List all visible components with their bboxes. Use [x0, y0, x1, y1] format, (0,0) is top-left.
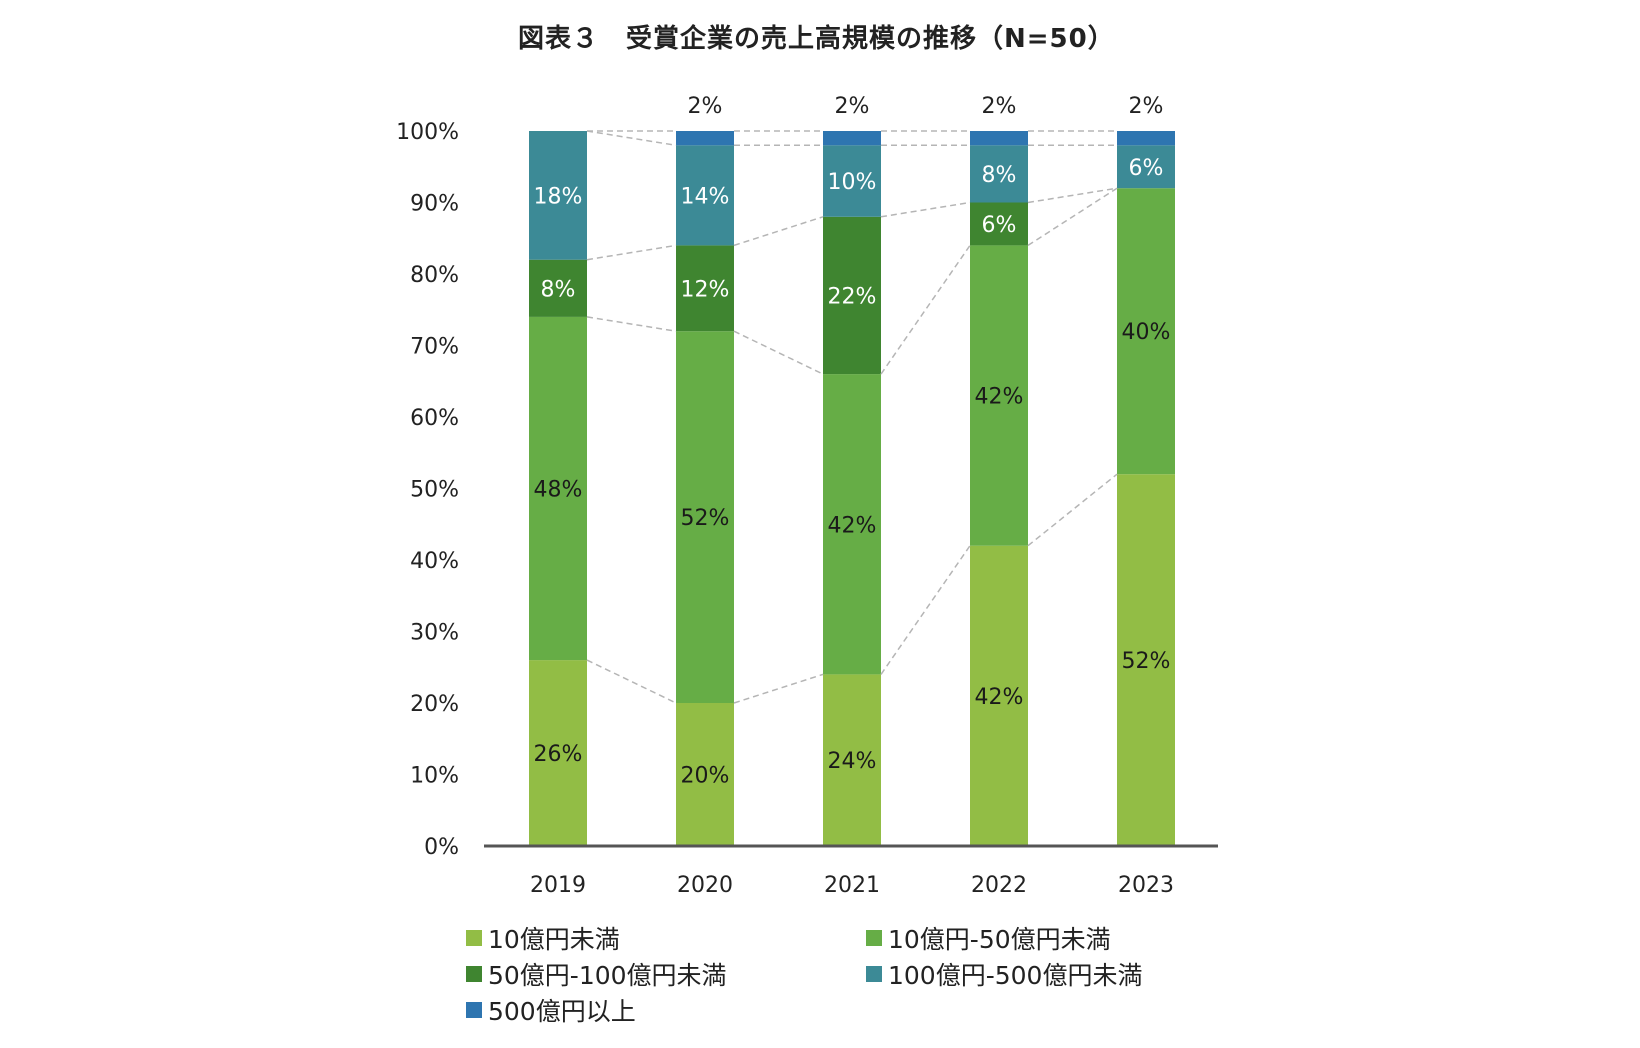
bar-segment: [823, 145, 881, 217]
data-label: 42%: [975, 685, 1024, 710]
y-tick-label: 90%: [410, 192, 459, 217]
bar-segment: [529, 660, 587, 846]
x-tick-label: 2021: [824, 873, 880, 898]
y-tick-label: 20%: [410, 692, 459, 717]
data-label: 48%: [534, 478, 583, 503]
bar-segment: [1117, 188, 1175, 475]
bar-segment: [970, 202, 1028, 246]
bar-segment: [529, 316, 587, 661]
legend-label: 10億円未満: [488, 925, 620, 954]
bar-segment: [823, 216, 881, 375]
bar-segment: [529, 259, 587, 317]
bar-segment: [823, 674, 881, 846]
legend-swatch: [866, 930, 882, 946]
chart-title: 図表３ 受賞企業の売上高規模の推移（N=50）: [518, 24, 1115, 54]
bar-segment: [1117, 474, 1175, 846]
data-label: 2%: [1129, 94, 1164, 119]
data-label: 10%: [828, 170, 877, 195]
x-tick-label: 2023: [1118, 873, 1174, 898]
legend-item-1b-5b: 10億円-50億円未満: [866, 920, 1111, 956]
data-label: 2%: [688, 94, 723, 119]
data-label: 6%: [1129, 156, 1164, 181]
data-label: 42%: [975, 385, 1024, 410]
data-label: 26%: [534, 742, 583, 767]
bar-segment: [823, 131, 881, 146]
bar-segment: [529, 131, 587, 260]
connector-line: [586, 244, 677, 261]
legend-swatch: [466, 966, 482, 982]
y-tick-label: 60%: [410, 406, 459, 431]
connector-line: [733, 330, 824, 375]
legend-label: 500億円以上: [488, 997, 636, 1026]
connector-line: [586, 130, 677, 147]
data-label: 8%: [541, 277, 576, 302]
y-tick-label: 40%: [410, 549, 459, 574]
data-label: 12%: [681, 277, 730, 302]
y-tick-label: 80%: [410, 263, 459, 288]
y-tick-label: 70%: [410, 335, 459, 360]
data-label: 2%: [982, 94, 1017, 119]
connector-line: [586, 659, 677, 704]
y-tick-label: 0%: [424, 835, 459, 860]
bar-segment: [676, 131, 734, 146]
legend-item-10b-50b: 100億円-500億円未満: [866, 956, 1142, 992]
bar-segment: [676, 245, 734, 332]
data-label: 18%: [534, 184, 583, 209]
bar-segment: [823, 374, 881, 675]
connector-line: [1027, 187, 1118, 247]
bar-segment: [1117, 131, 1175, 146]
bar-segment: [676, 703, 734, 846]
connector-line: [880, 244, 971, 375]
x-tick-label: 2022: [971, 873, 1027, 898]
legend-label: 10億円-50億円未満: [888, 925, 1111, 954]
data-label: 2%: [835, 94, 870, 119]
y-tick-label: 10%: [410, 764, 459, 789]
legend-swatch: [466, 1002, 482, 1018]
bar-segment: [1117, 145, 1175, 189]
bar-segment: [970, 131, 1028, 146]
legend-item-under-1b: 10億円未満: [466, 920, 620, 956]
data-label: 6%: [982, 213, 1017, 238]
connector-line: [1027, 187, 1118, 204]
legend-swatch: [866, 966, 882, 982]
x-tick-label: 2019: [530, 873, 586, 898]
connector-line: [880, 545, 971, 675]
bar-segment: [676, 331, 734, 703]
data-label: 40%: [1122, 320, 1171, 345]
y-tick-label: 30%: [410, 621, 459, 646]
connector-line: [733, 673, 824, 704]
data-label: 52%: [1122, 649, 1171, 674]
connector-line: [733, 216, 824, 247]
data-label: 8%: [982, 163, 1017, 188]
connector-line: [586, 316, 677, 332]
legend-item-over-50b: 500億円以上: [466, 992, 636, 1028]
data-label: 20%: [681, 764, 730, 789]
data-label: 52%: [681, 506, 730, 531]
data-label: 22%: [828, 284, 877, 309]
bar-segment: [970, 545, 1028, 846]
data-label: 24%: [828, 749, 877, 774]
data-label: 42%: [828, 513, 877, 538]
y-tick-label: 50%: [410, 478, 459, 503]
legend-label: 100億円-500億円未満: [888, 961, 1143, 990]
legend-label: 50億円-100億円未満: [488, 961, 727, 990]
data-label: 14%: [681, 184, 730, 209]
connector-line: [1027, 473, 1118, 547]
y-tick-label: 100%: [396, 120, 459, 145]
bar-segment: [970, 245, 1028, 546]
bar-segment: [676, 145, 734, 246]
legend-item-5b-10b: 50億円-100億円未満: [466, 956, 727, 992]
bar-segment: [970, 145, 1028, 203]
legend-swatch: [466, 930, 482, 946]
connector-line: [880, 201, 971, 218]
x-tick-label: 2020: [677, 873, 733, 898]
